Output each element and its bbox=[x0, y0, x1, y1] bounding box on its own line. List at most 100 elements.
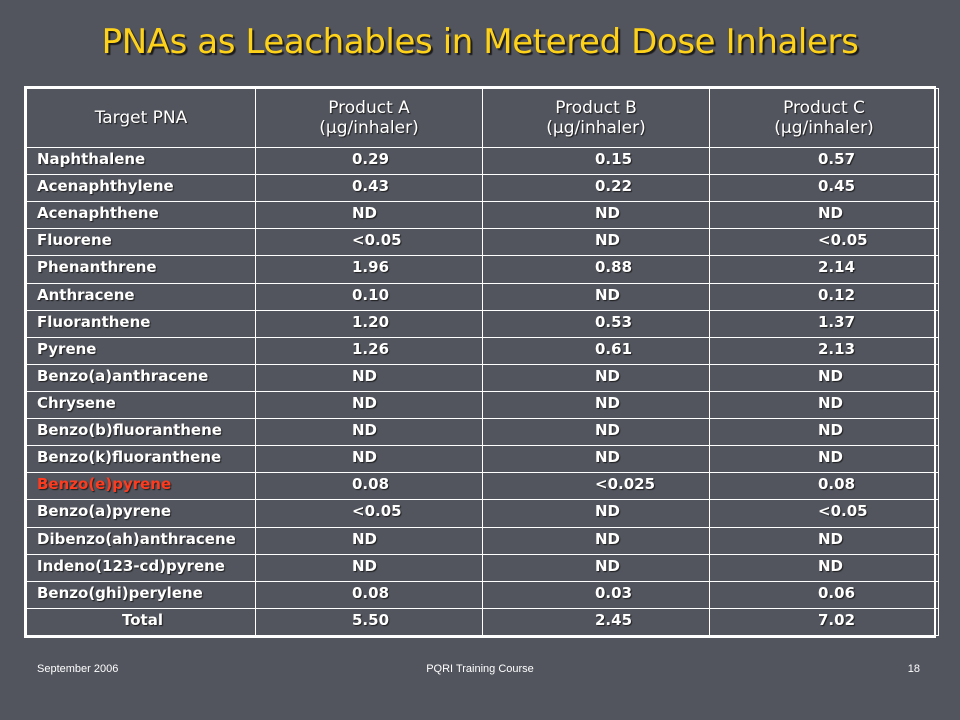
product-b-value: 0.22 bbox=[482, 174, 710, 203]
footer-course: PQRI Training Course bbox=[426, 663, 534, 675]
table-row: Benzo(b)fluoranthene ND ND ND bbox=[26, 418, 939, 447]
product-c-value: 0.57 bbox=[709, 146, 939, 176]
product-c-value: 7.02 bbox=[709, 607, 939, 637]
pna-name-cell: Fluoranthene bbox=[26, 309, 256, 338]
table-row: Phenanthrene 1.96 0.88 2.14 bbox=[26, 255, 939, 284]
table-row: Chrysene ND ND ND bbox=[26, 390, 939, 420]
table-row: Anthracene 0.10 ND 0.12 bbox=[26, 282, 939, 311]
table-header-row: Target PNA Product A (µg/inhaler) Produc… bbox=[26, 88, 939, 148]
product-b-value: 0.15 bbox=[482, 146, 710, 176]
pna-name-cell: Naphthalene bbox=[26, 146, 256, 176]
product-a-value: ND bbox=[255, 363, 483, 392]
table-row: Indeno(123-cd)pyrene ND ND ND bbox=[26, 553, 939, 582]
pna-name-cell: Benzo(e)pyrene bbox=[26, 472, 256, 501]
product-c-value: 0.45 bbox=[709, 174, 939, 203]
product-c-value: 2.14 bbox=[709, 255, 939, 284]
header-product-a-name: Product A bbox=[328, 98, 410, 118]
product-b-value: ND bbox=[482, 363, 710, 392]
pna-name-cell: Acenaphthene bbox=[26, 201, 256, 230]
product-b-value: 0.53 bbox=[482, 309, 710, 338]
pna-name-cell: Benzo(k)fluoranthene bbox=[26, 445, 256, 474]
table-row: Naphthalene 0.29 0.15 0.57 bbox=[26, 146, 939, 176]
pna-name-cell: Benzo(a)pyrene bbox=[26, 499, 256, 528]
product-c-value: 1.37 bbox=[709, 309, 939, 338]
product-a-value: ND bbox=[255, 553, 483, 582]
pna-name-cell: Anthracene bbox=[26, 282, 256, 311]
product-a-value: ND bbox=[255, 418, 483, 447]
product-c-value: 0.06 bbox=[709, 580, 939, 609]
product-c-value: <0.05 bbox=[709, 228, 939, 257]
footer-date: September 2006 bbox=[37, 663, 119, 675]
header-product-b: Product B (µg/inhaler) bbox=[482, 88, 710, 148]
product-a-value: ND bbox=[255, 390, 483, 420]
product-a-value: 0.08 bbox=[255, 580, 483, 609]
product-a-value: <0.05 bbox=[255, 499, 483, 528]
product-c-value: ND bbox=[709, 445, 939, 474]
product-b-value: ND bbox=[482, 526, 710, 555]
product-b-value: 2.45 bbox=[482, 607, 710, 637]
table-row: Benzo(e)pyrene 0.08 <0.025 0.08 bbox=[26, 472, 939, 501]
product-a-value: 1.96 bbox=[255, 255, 483, 284]
product-a-value: 0.29 bbox=[255, 146, 483, 176]
table-total-row: Total 5.50 2.45 7.02 bbox=[26, 607, 939, 637]
pna-name-cell: Phenanthrene bbox=[26, 255, 256, 284]
header-product-c: Product C (µg/inhaler) bbox=[709, 88, 939, 148]
pna-name-cell: Indeno(123-cd)pyrene bbox=[26, 553, 256, 582]
total-label: Total bbox=[26, 607, 256, 637]
product-a-value: <0.05 bbox=[255, 228, 483, 257]
table-row: Benzo(ghi)perylene 0.08 0.03 0.06 bbox=[26, 580, 939, 609]
table-row: Acenaphthene ND ND ND bbox=[26, 201, 939, 230]
table-row: Benzo(a)pyrene <0.05 ND <0.05 bbox=[26, 499, 939, 528]
pna-name-cell: Dibenzo(ah)anthracene bbox=[26, 526, 256, 555]
product-b-value: ND bbox=[482, 445, 710, 474]
slide-title: PNAs as Leachables in Metered Dose Inhal… bbox=[101, 22, 859, 62]
product-c-value: ND bbox=[709, 201, 939, 230]
product-a-value: ND bbox=[255, 445, 483, 474]
product-b-value: ND bbox=[482, 201, 710, 230]
table-row: Acenaphthylene 0.43 0.22 0.45 bbox=[26, 174, 939, 203]
product-c-value: ND bbox=[709, 390, 939, 420]
product-a-value: ND bbox=[255, 201, 483, 230]
table-row: Benzo(a)anthracene ND ND ND bbox=[26, 363, 939, 392]
header-product-b-unit: (µg/inhaler) bbox=[546, 118, 646, 138]
product-a-value: 5.50 bbox=[255, 607, 483, 637]
product-c-value: 2.13 bbox=[709, 336, 939, 365]
product-b-value: ND bbox=[482, 553, 710, 582]
header-product-a-unit: (µg/inhaler) bbox=[319, 118, 419, 138]
product-c-value: 0.12 bbox=[709, 282, 939, 311]
product-b-value: ND bbox=[482, 418, 710, 447]
header-product-c-unit: (µg/inhaler) bbox=[774, 118, 874, 138]
product-c-value: 0.08 bbox=[709, 472, 939, 501]
product-b-value: ND bbox=[482, 282, 710, 311]
product-b-value: 0.88 bbox=[482, 255, 710, 284]
product-a-value: 0.10 bbox=[255, 282, 483, 311]
product-b-value: 0.61 bbox=[482, 336, 710, 365]
product-b-value: 0.03 bbox=[482, 580, 710, 609]
product-b-value: ND bbox=[482, 228, 710, 257]
product-b-value: <0.025 bbox=[482, 472, 710, 501]
pna-name-cell: Benzo(b)fluoranthene bbox=[26, 418, 256, 447]
product-c-value: ND bbox=[709, 553, 939, 582]
pna-name-cell: Fluorene bbox=[26, 228, 256, 257]
product-c-value: ND bbox=[709, 526, 939, 555]
table-row: Fluorene <0.05 ND <0.05 bbox=[26, 228, 939, 257]
product-c-value: ND bbox=[709, 363, 939, 392]
product-c-value: ND bbox=[709, 418, 939, 447]
product-b-value: ND bbox=[482, 499, 710, 528]
product-c-value: <0.05 bbox=[709, 499, 939, 528]
product-a-value: 1.26 bbox=[255, 336, 483, 365]
product-a-value: 1.20 bbox=[255, 309, 483, 338]
header-product-a: Product A (µg/inhaler) bbox=[255, 88, 483, 148]
product-b-value: ND bbox=[482, 390, 710, 420]
pna-name-cell: Acenaphthylene bbox=[26, 174, 256, 203]
product-a-value: 0.08 bbox=[255, 472, 483, 501]
pna-name-cell: Pyrene bbox=[26, 336, 256, 365]
header-product-c-name: Product C bbox=[783, 98, 865, 118]
header-product-b-name: Product B bbox=[555, 98, 637, 118]
pna-name-cell: Chrysene bbox=[26, 390, 256, 420]
table-row: Benzo(k)fluoranthene ND ND ND bbox=[26, 445, 939, 474]
table-row: Fluoranthene 1.20 0.53 1.37 bbox=[26, 309, 939, 338]
header-target-pna-label: Target PNA bbox=[94, 108, 188, 128]
product-a-value: ND bbox=[255, 526, 483, 555]
header-target-pna: Target PNA bbox=[26, 88, 256, 148]
